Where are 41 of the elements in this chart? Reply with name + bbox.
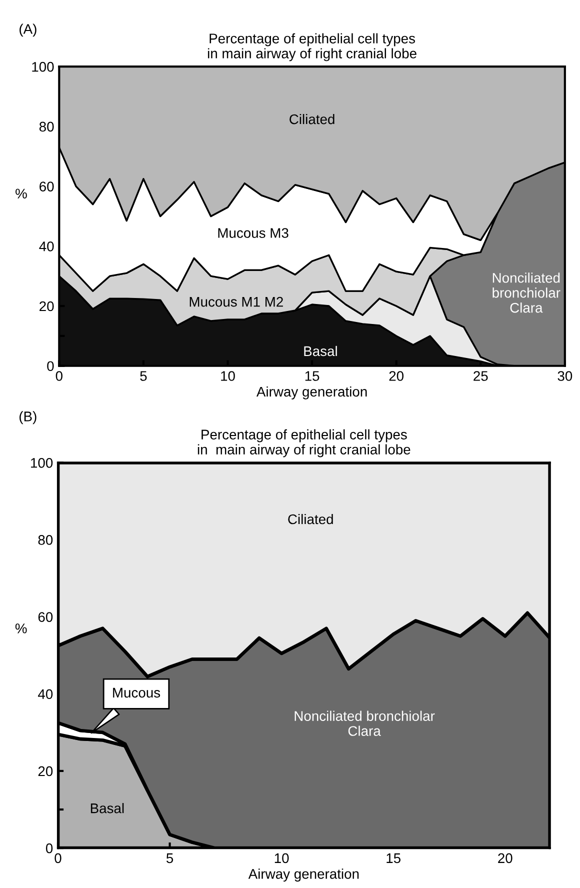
x-tick-label: 30 [558, 371, 572, 381]
x-tick-label: 25 [474, 371, 488, 381]
series-label: Basal [90, 803, 124, 814]
x-tick-label: 0 [54, 853, 62, 864]
y-tick-label: 40 [39, 241, 54, 252]
y-tick-label: 80 [39, 122, 54, 132]
x-tick-label: 15 [386, 853, 400, 864]
y-tick-label: 20 [38, 766, 53, 776]
x-tick-label: 10 [221, 371, 235, 381]
y-tick-label: 100 [32, 62, 54, 72]
y-tick-label: 100 [31, 458, 53, 468]
text: Mucous [113, 688, 160, 698]
x-tick-label: 5 [166, 853, 174, 864]
x-axis-title: Airway generation [256, 386, 367, 400]
x-tick-label: 20 [498, 853, 512, 864]
text: (A) [20, 24, 36, 37]
y-axis-title: % [15, 624, 27, 634]
y-tick-label: 40 [38, 689, 53, 700]
y-tick-label: 0 [46, 843, 53, 854]
x-tick-label: 0 [56, 371, 62, 381]
y-tick-label: 80 [38, 535, 53, 545]
series-label: Mucous M1 M2 [190, 296, 283, 307]
series-label: Mucous M3 [218, 228, 288, 238]
text: (B) [20, 411, 36, 424]
x-tick-label: 15 [305, 371, 320, 381]
chart-title: Percentage of epithelial cell types in main airway of right cranial lobe [198, 429, 410, 458]
x-tick-label: 20 [389, 371, 404, 381]
series-label: Ciliated [288, 514, 333, 524]
series-label: Nonciliated bronchiolar Clara [492, 272, 560, 313]
x-tick-label: 10 [274, 853, 289, 864]
x-axis-title: Airway generation [248, 868, 359, 882]
y-tick-label: 60 [40, 182, 54, 192]
y-tick-label: 0 [47, 361, 54, 372]
series-label: Ciliated [290, 114, 334, 124]
y-axis-title: % [16, 188, 27, 198]
x-tick-label: 5 [140, 371, 147, 381]
series-label: Basal [304, 346, 337, 356]
series-label: Nonciliated bronchiolar Clara [294, 710, 435, 736]
chart-title: Percentage of epithelial cell types in main airway of right cranial lobe [208, 33, 416, 62]
y-tick-label: 60 [38, 612, 53, 622]
y-tick-label: 20 [40, 301, 54, 312]
